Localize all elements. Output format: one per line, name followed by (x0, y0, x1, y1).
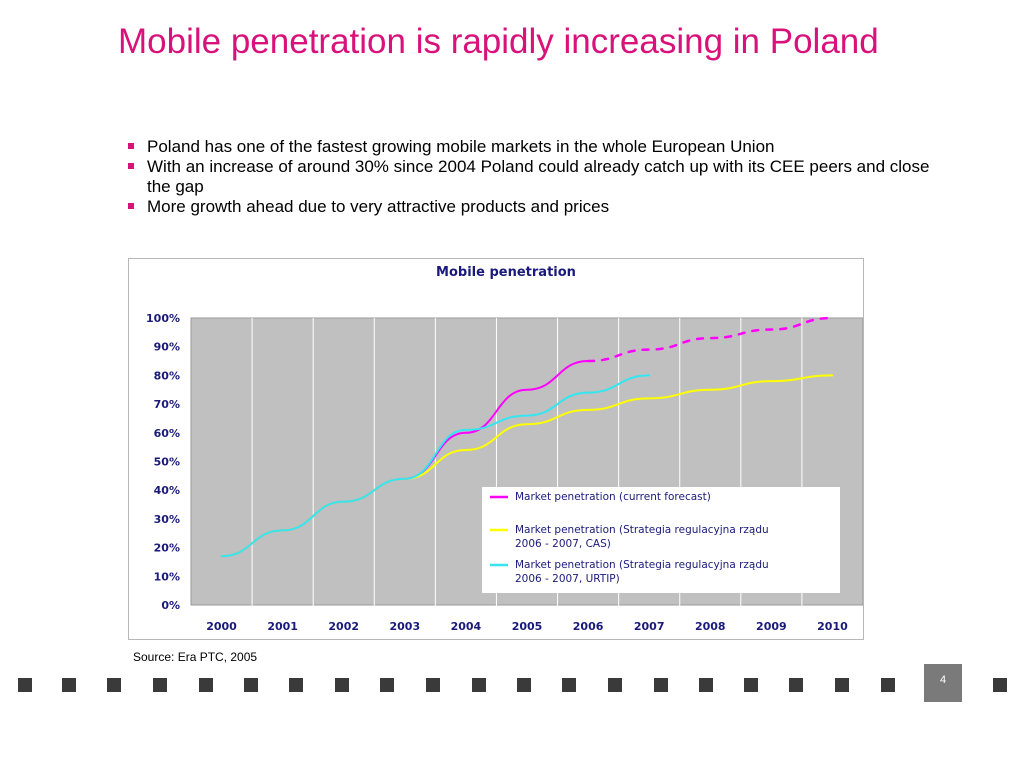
decorative-square (835, 678, 849, 692)
slide-title: Mobile penetration is rapidly increasing… (118, 22, 879, 61)
legend-label: 2006 - 2007, URTIP) (515, 573, 620, 585)
page-number: 4 (939, 674, 947, 686)
decorative-square (654, 678, 668, 692)
y-tick-label: 50% (154, 456, 180, 469)
decorative-square (472, 678, 486, 692)
y-tick-label: 40% (154, 484, 180, 497)
decorative-square (380, 678, 394, 692)
bullet-text: With an increase of around 30% since 200… (147, 157, 930, 196)
bullet-marker (128, 203, 134, 209)
decorative-square (199, 678, 213, 692)
y-tick-label: 100% (146, 312, 180, 325)
decorative-square (244, 678, 258, 692)
x-tick-label: 2004 (451, 620, 482, 633)
y-tick-label: 80% (154, 369, 180, 382)
x-tick-label: 2002 (328, 620, 359, 633)
x-tick-label: 2005 (512, 620, 543, 633)
bullet-text: More growth ahead due to very attractive… (147, 197, 610, 216)
x-tick-label: 2010 (817, 620, 848, 633)
y-tick-label: 60% (154, 427, 180, 440)
chart-container: Mobile penetration 0% 10% 20% 30% 40% 50% 60% 70… (128, 258, 864, 640)
legend-label: Market penetration (Strategia regulacyjn… (515, 524, 769, 536)
bullet-text: Poland has one of the fastest growing mo… (147, 137, 775, 156)
x-tick-label: 2006 (573, 620, 604, 633)
bullet-marker (128, 163, 134, 169)
decorative-square (881, 678, 895, 692)
decorative-square (789, 678, 803, 692)
x-tick-label: 2001 (267, 620, 298, 633)
decorative-square (608, 678, 622, 692)
decorative-square (62, 678, 76, 692)
series-line-1 (586, 316, 834, 363)
decorative-square (18, 678, 32, 692)
chart-title: Mobile penetration (436, 265, 576, 280)
x-tick-label: 2007 (634, 620, 665, 633)
y-tick-label: 10% (154, 570, 180, 583)
decorative-square (335, 678, 349, 692)
y-tick-label: 20% (154, 542, 180, 555)
decorative-square (426, 678, 440, 692)
line-chart: Mobile penetration 0% 10% 20% 30% 40% 50% 60% 70… (146, 265, 863, 633)
decorative-square (699, 678, 713, 692)
decorative-square (562, 678, 576, 692)
y-tick-label: 70% (154, 398, 180, 411)
page-number-box: 4 (924, 664, 962, 702)
source-note: Source: Era PTC, 2005 (133, 650, 258, 664)
x-tick-label: 2000 (206, 620, 237, 633)
legend-label: Market penetration (Strategia regulacyjn… (515, 559, 769, 571)
legend-label: Market penetration (current forecast) (515, 491, 711, 503)
legend-label: 2006 - 2007, CAS) (515, 538, 611, 550)
decorative-square (517, 678, 531, 692)
decorative-square (289, 678, 303, 692)
decorative-square (153, 678, 167, 692)
bullet-list: Poland has one of the fastest growing mo… (126, 137, 946, 217)
decorative-square (107, 678, 121, 692)
y-tick-label: 0% (161, 599, 180, 612)
series-line-3 (220, 374, 651, 558)
bullet-item: More growth ahead due to very attractive… (126, 197, 946, 217)
x-tick-label: 2009 (756, 620, 787, 633)
bullet-item: Poland has one of the fastest growing mo… (126, 137, 946, 157)
decorative-square (993, 678, 1007, 692)
y-tick-label: 30% (154, 513, 180, 526)
decorative-square (744, 678, 758, 692)
legend-box (482, 487, 840, 593)
bullet-marker (128, 143, 134, 149)
y-tick-label: 90% (154, 341, 180, 354)
x-tick-label: 2003 (390, 620, 421, 633)
x-tick-label: 2008 (695, 620, 726, 633)
bullet-item: With an increase of around 30% since 200… (126, 157, 946, 197)
